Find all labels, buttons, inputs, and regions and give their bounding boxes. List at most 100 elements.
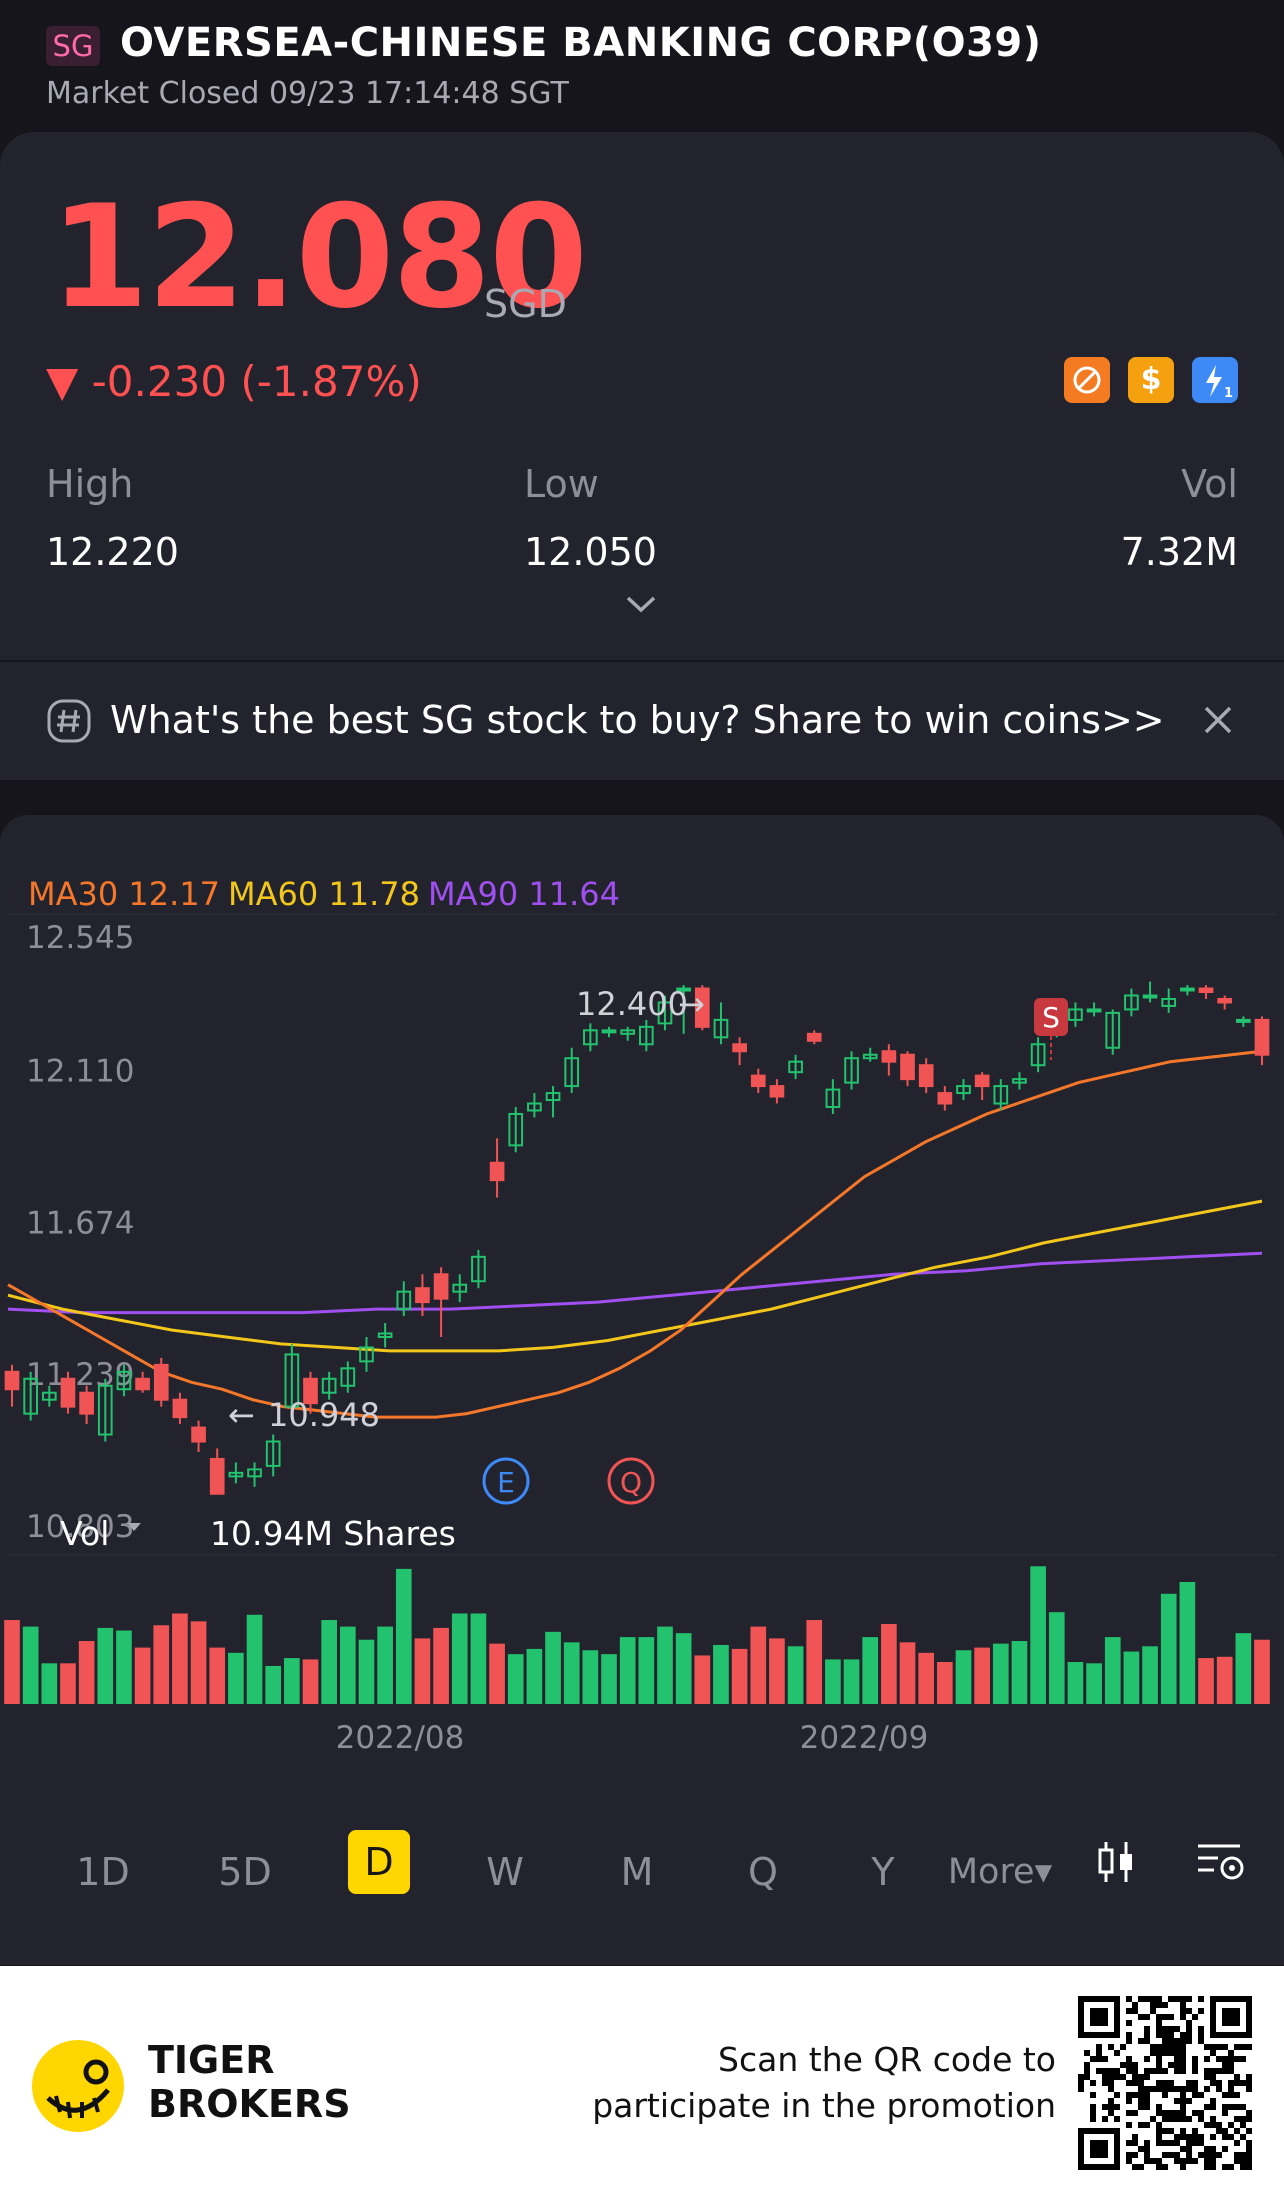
volume-bar bbox=[601, 1654, 617, 1704]
promo-text[interactable]: What's the best SG stock to buy? Share t… bbox=[110, 698, 1165, 742]
volume-bar bbox=[638, 1637, 655, 1704]
candle bbox=[638, 1025, 654, 1046]
candle bbox=[1012, 1078, 1027, 1084]
candle bbox=[825, 1088, 841, 1108]
period-1d[interactable]: 1D bbox=[76, 1850, 130, 1894]
caret-down-icon[interactable] bbox=[124, 1518, 144, 1542]
candle bbox=[545, 1092, 561, 1102]
chart-settings-icon[interactable] bbox=[1196, 1838, 1248, 1890]
candle bbox=[452, 1283, 468, 1293]
candle-type-icon[interactable] bbox=[1092, 1838, 1140, 1890]
volume-bar bbox=[1254, 1639, 1270, 1704]
candle bbox=[657, 1001, 673, 1025]
candle bbox=[1180, 987, 1195, 992]
candle bbox=[60, 1377, 76, 1408]
volume-bar bbox=[470, 1613, 487, 1704]
qr-code[interactable] bbox=[1078, 1996, 1252, 2170]
candle bbox=[769, 1085, 785, 1098]
candle bbox=[900, 1053, 915, 1081]
candle bbox=[1105, 1011, 1121, 1049]
candle bbox=[396, 1290, 412, 1311]
min-arrow: ← bbox=[228, 1396, 255, 1434]
volume-bar bbox=[750, 1626, 767, 1704]
candle bbox=[4, 1370, 20, 1391]
x-tick-label: 2022/09 bbox=[800, 1720, 929, 1756]
sell-marker[interactable]: S bbox=[1034, 998, 1068, 1060]
volume-bar bbox=[97, 1627, 114, 1704]
candle bbox=[1217, 997, 1233, 1004]
earnings-marker[interactable]: E bbox=[482, 1457, 530, 1505]
candle bbox=[359, 1346, 374, 1363]
period-year[interactable]: Y bbox=[871, 1850, 895, 1894]
volume-bar bbox=[582, 1650, 599, 1704]
qr-caption-2: participate in the promotion bbox=[592, 2086, 1056, 2125]
candle bbox=[1068, 1008, 1083, 1021]
volume-bar bbox=[563, 1642, 580, 1704]
qr-caption-1: Scan the QR code to bbox=[718, 2040, 1056, 2079]
candle bbox=[1030, 1043, 1046, 1067]
period-more[interactable]: More▾ bbox=[947, 1852, 1053, 1892]
promo-footer: TIGER BROKERS Scan the QR code to partic… bbox=[0, 1966, 1284, 2205]
low-label: Low bbox=[524, 462, 599, 506]
vol-label: Vol bbox=[1181, 462, 1238, 506]
price-change: ▼ -0.230 (-1.87%) bbox=[46, 357, 422, 406]
vol-value: 7.32M bbox=[1120, 530, 1238, 574]
candle bbox=[527, 1102, 542, 1112]
quote-card: 12.080 SGD ▼ -0.230 (-1.87%) $ 1 High 12… bbox=[0, 132, 1284, 660]
candle bbox=[1236, 1018, 1251, 1023]
candle bbox=[41, 1391, 57, 1401]
volume-bar bbox=[1198, 1658, 1214, 1704]
tiger-logo-icon bbox=[30, 2038, 126, 2138]
volume-bar bbox=[414, 1638, 431, 1704]
volume-bar bbox=[209, 1647, 226, 1704]
volume-bar bbox=[190, 1621, 207, 1704]
volume-bar bbox=[246, 1614, 263, 1704]
vol-indicator-label[interactable]: Vol bbox=[60, 1514, 110, 1553]
currency-label: SGD bbox=[484, 282, 567, 326]
promo-banner[interactable]: What's the best SG stock to buy? Share t… bbox=[0, 662, 1284, 780]
lightning-icon[interactable]: 1 bbox=[1192, 357, 1238, 403]
period-day[interactable]: D bbox=[348, 1830, 410, 1894]
candle bbox=[1161, 997, 1177, 1007]
candle bbox=[433, 1273, 449, 1300]
candle bbox=[750, 1074, 766, 1088]
volume-bar bbox=[974, 1647, 990, 1704]
period-month[interactable]: M bbox=[620, 1850, 654, 1894]
candle bbox=[247, 1468, 262, 1478]
candle bbox=[228, 1471, 244, 1478]
volume-bar bbox=[787, 1646, 804, 1704]
volume-bar bbox=[1104, 1637, 1121, 1704]
volume-bar bbox=[619, 1637, 636, 1704]
volume-bar bbox=[358, 1639, 375, 1704]
period-5d[interactable]: 5D bbox=[218, 1850, 272, 1894]
volume-bar bbox=[992, 1643, 1009, 1704]
candle bbox=[1198, 987, 1214, 994]
candle bbox=[116, 1370, 132, 1391]
candle bbox=[862, 1053, 878, 1060]
volume-bar bbox=[731, 1648, 748, 1704]
candle bbox=[23, 1377, 38, 1415]
market-tag: SG bbox=[46, 26, 100, 66]
volume-bar bbox=[4, 1620, 20, 1704]
candle bbox=[321, 1377, 337, 1394]
candle bbox=[713, 1018, 729, 1039]
q-marker[interactable]: Q bbox=[607, 1457, 655, 1505]
svg-text:E: E bbox=[497, 1466, 515, 1499]
brand-line-1: TIGER bbox=[148, 2038, 275, 2082]
volume-bar bbox=[116, 1630, 132, 1704]
ma90-legend: MA90 11.64 bbox=[428, 875, 620, 913]
high-label: High bbox=[46, 462, 134, 506]
no-short-icon[interactable] bbox=[1064, 357, 1110, 403]
candlestick-chart[interactable]: 12.545 12.110 11.674 11.239 10.803 2022/08 20… bbox=[0, 910, 1284, 1760]
chevron-down-icon[interactable] bbox=[622, 594, 660, 620]
period-week[interactable]: W bbox=[486, 1850, 524, 1894]
candle bbox=[172, 1398, 188, 1419]
dollar-icon[interactable]: $ bbox=[1128, 357, 1174, 403]
close-icon[interactable] bbox=[1202, 704, 1234, 740]
period-quarter[interactable]: Q bbox=[748, 1850, 778, 1894]
volume-bar bbox=[172, 1613, 188, 1704]
volume-bar bbox=[769, 1638, 785, 1704]
candle bbox=[508, 1112, 524, 1147]
candle bbox=[135, 1377, 150, 1391]
candle bbox=[191, 1426, 206, 1443]
